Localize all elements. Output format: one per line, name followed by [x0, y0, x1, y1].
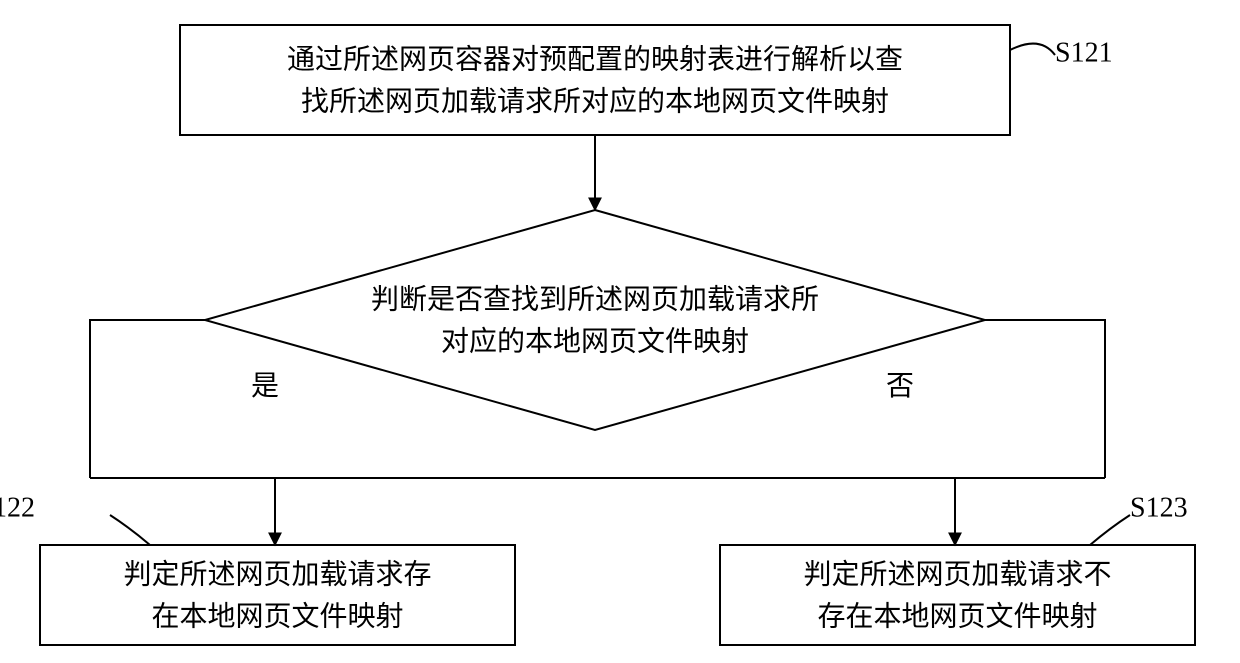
s123-line-1: 存在本地网页文件映射 — [817, 600, 1097, 632]
s122-step-connector — [110, 515, 150, 545]
decision — [205, 210, 985, 430]
s122-line-0: 判定所述网页加载请求存 — [123, 558, 431, 590]
s121-line-0: 通过所述网页容器对预配置的映射表进行解析以查 — [287, 43, 903, 75]
decision-line-0: 判断是否查找到所述网页加载请求所 — [371, 283, 819, 315]
s121-line-1: 找所述网页加载请求所对应的本地网页文件映射 — [301, 85, 889, 117]
s122-step-label: S122 — [0, 492, 35, 523]
flowchart-canvas: 通过所述网页容器对预配置的映射表进行解析以查找所述网页加载请求所对应的本地网页文… — [0, 0, 1240, 663]
s121 — [180, 25, 1010, 135]
s121-step-label: S121 — [1055, 37, 1113, 68]
s122-line-1: 在本地网页文件映射 — [151, 600, 403, 632]
edge-decision-right — [985, 320, 1105, 478]
label-no: 否 — [886, 371, 914, 402]
s121-step-connector — [1010, 44, 1055, 55]
s123-line-0: 判定所述网页加载请求不 — [803, 558, 1111, 590]
label-yes: 是 — [251, 371, 279, 402]
decision-line-1: 对应的本地网页文件映射 — [441, 325, 749, 357]
s123-step-label: S123 — [1130, 492, 1188, 523]
edge-decision-left — [90, 320, 205, 478]
s123-step-connector — [1090, 515, 1130, 545]
